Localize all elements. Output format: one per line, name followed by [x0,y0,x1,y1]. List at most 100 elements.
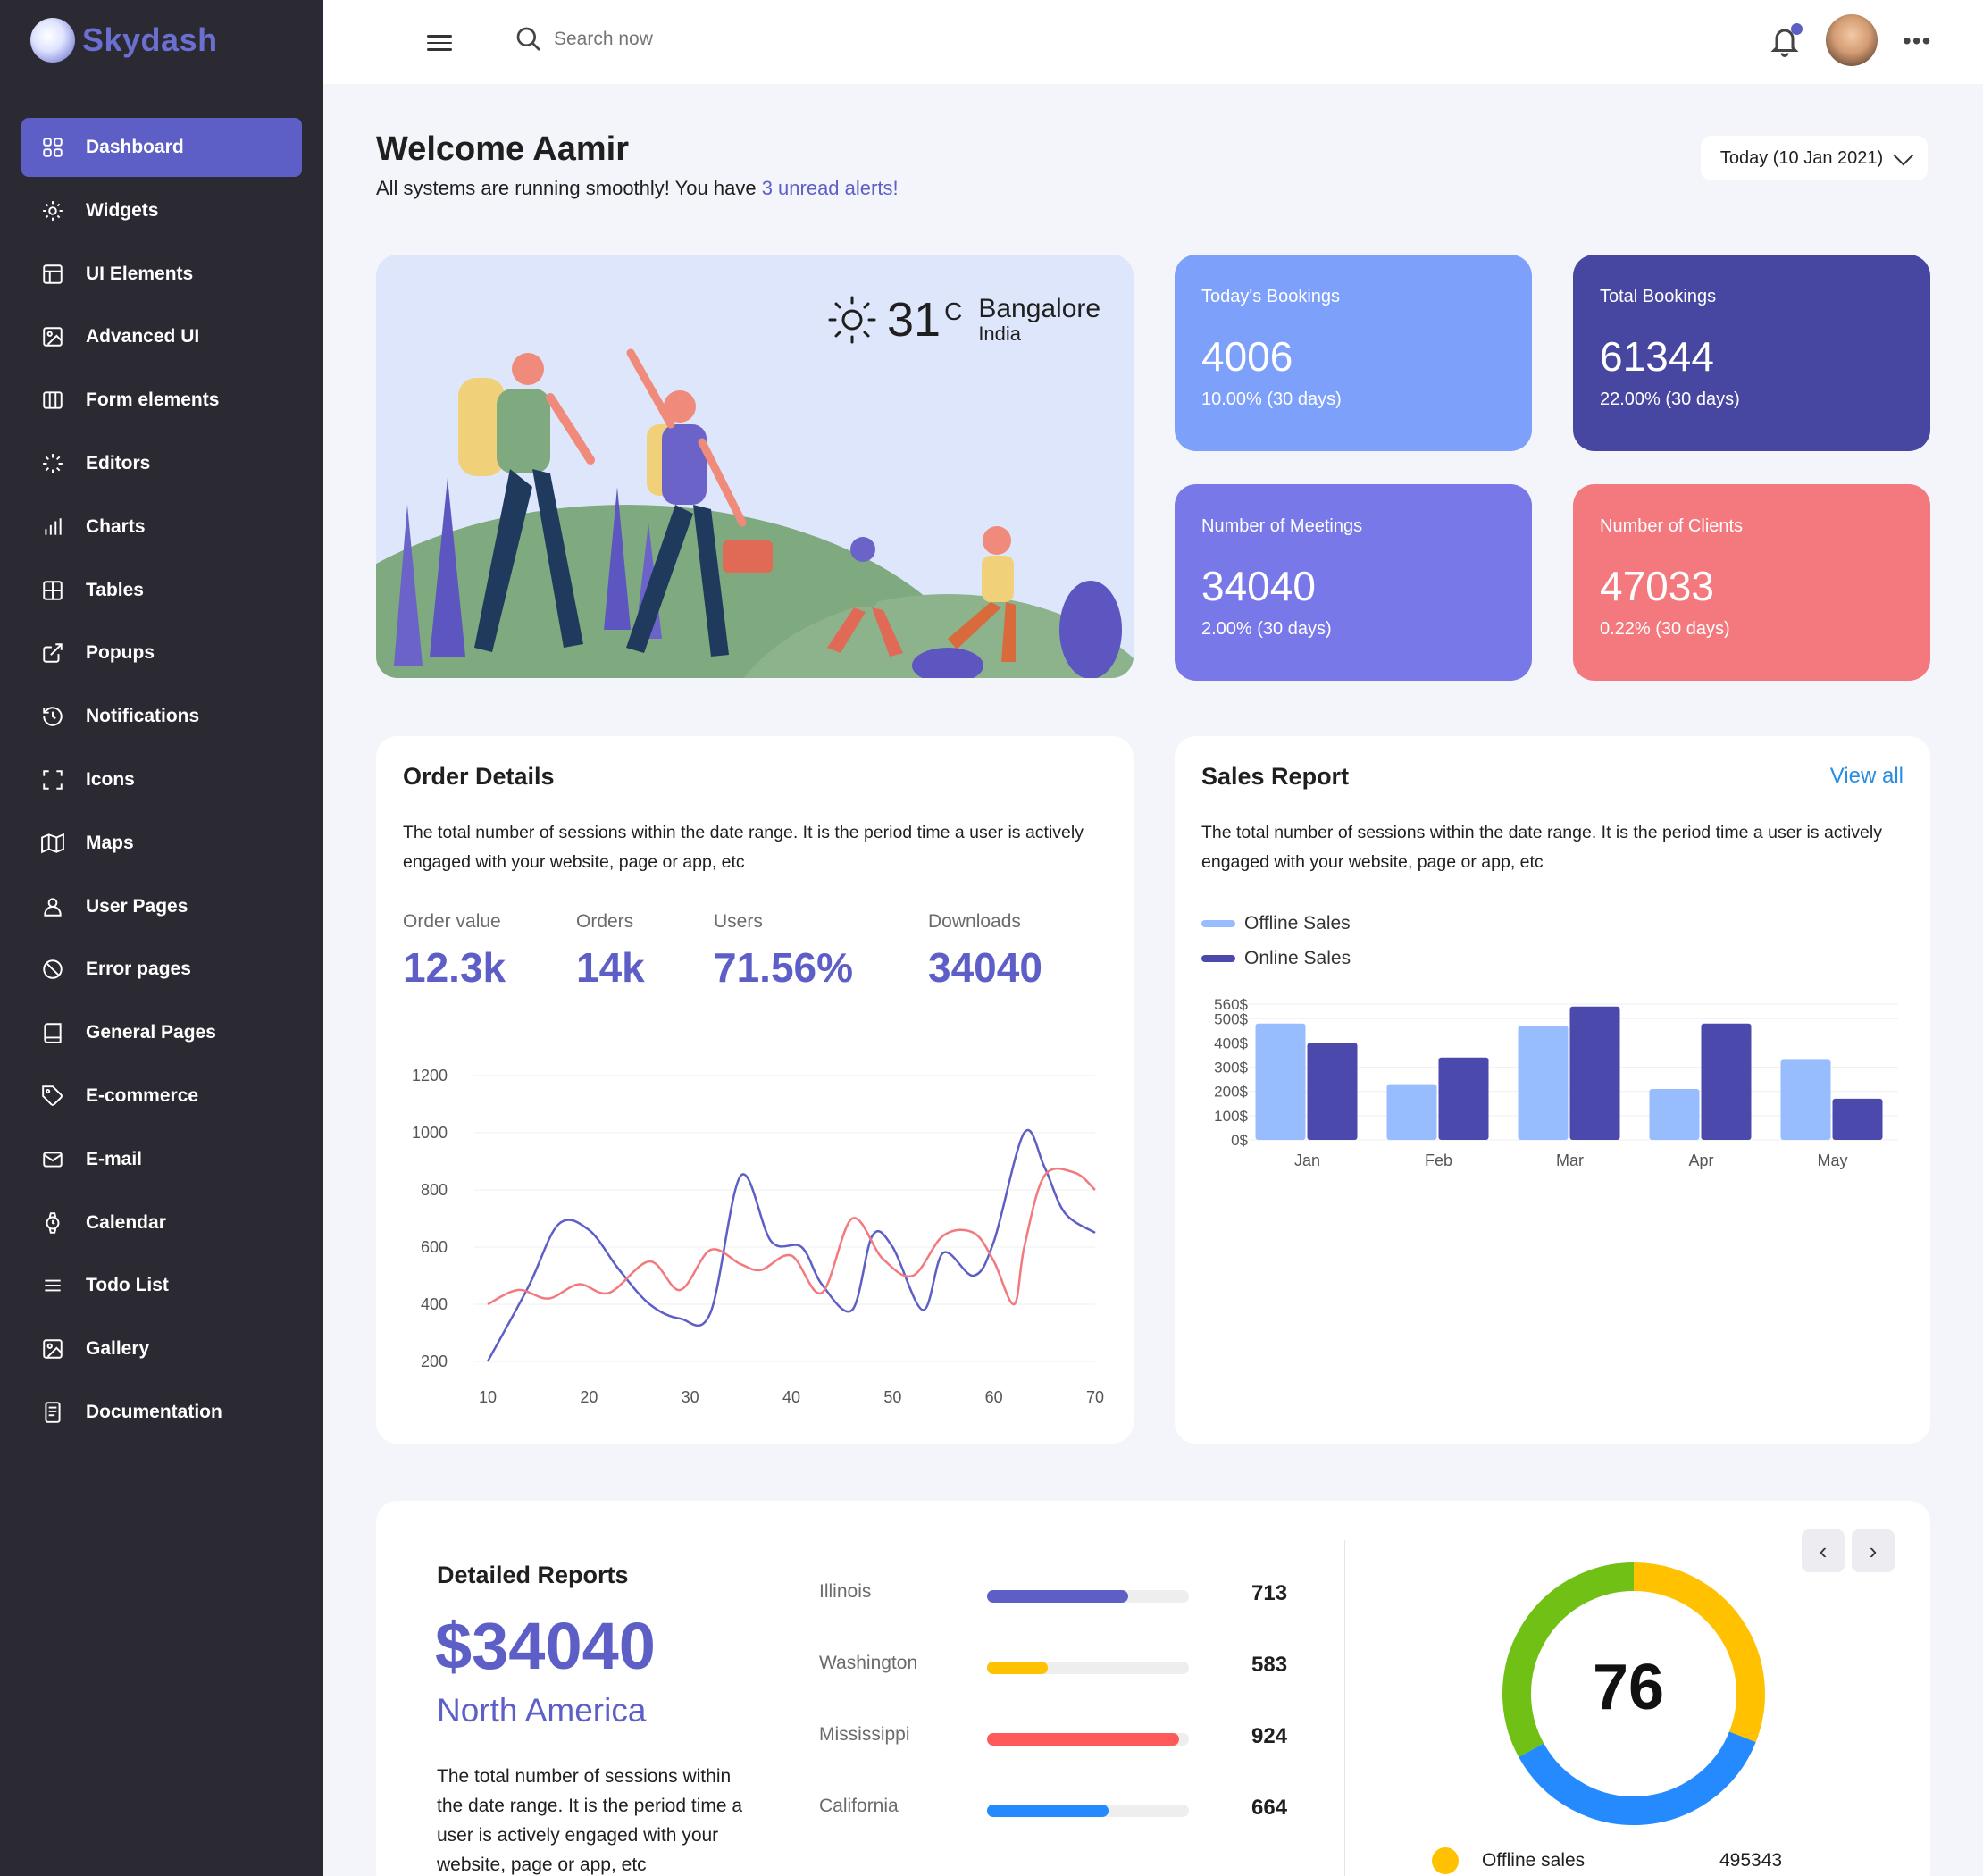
sidebar-item-editors[interactable]: Editors [21,434,302,493]
child-boy [948,526,1016,662]
sidebar-item-documentation[interactable]: Documentation [21,1383,302,1442]
list-icon [41,1274,64,1297]
pie-legend-offline-sales: Offline sales 495343 [1432,1847,1782,1874]
order-details-card: Order Details The total number of sessio… [376,736,1134,1444]
sidebar-item-tables[interactable]: Tables [21,561,302,620]
y-tick-label: 400$ [1214,1034,1248,1051]
stat-card-clients[interactable]: Number of Clients 47033 0.22% (30 days) [1573,484,1930,681]
bar-may-offline-sales [1780,1059,1831,1140]
notification-bell-icon[interactable] [1769,23,1804,61]
avatar[interactable] [1826,14,1878,66]
x-tick-label: 70 [1086,1388,1104,1406]
sidebar-item-icons[interactable]: Icons [21,750,302,809]
state-name: California [819,1796,899,1816]
unread-alerts-link[interactable]: 3 unread alerts! [761,177,899,199]
x-tick-label: 20 [580,1388,598,1406]
logo-icon [30,18,75,63]
y-tick-label: 0$ [1231,1132,1248,1149]
welcome-subtitle: All systems are running smoothly! You ha… [376,177,899,200]
block-icon [41,958,64,981]
y-tick-label: 560$ [1214,996,1248,1013]
stat-value: 61344 [1600,333,1714,380]
order-line-chart: 200 400 600 800 1000 1200 10 20 30 40 50 60 70 [412,1067,1104,1406]
sidebar-item-e-commerce[interactable]: E-commerce [21,1067,302,1126]
prev-arrow-icon[interactable]: ‹ [1802,1529,1845,1572]
stat-card-todays-bookings[interactable]: Today's Bookings 4006 10.00% (30 days) [1175,255,1532,451]
sidebar-item-user-pages[interactable]: User Pages [21,877,302,936]
sidebar-item-advanced-ui[interactable]: Advanced UI [21,307,302,366]
sidebar-item-widgets[interactable]: Widgets [21,181,302,240]
location: Bangalore India [978,296,1100,344]
y-tick-label: 800 [421,1181,448,1199]
sidebar-item-label: Error pages [86,959,191,980]
tag-icon [41,1085,64,1108]
sidebar-item-e-mail[interactable]: E-mail [21,1130,302,1189]
line-series-1 [486,1128,1096,1362]
metric-value: 12.3k [403,944,506,991]
stat-card-total-bookings[interactable]: Total Bookings 61344 22.00% (30 days) [1573,255,1930,451]
sidebar-item-label: UI Elements [86,263,194,284]
welcome-subtitle-text: All systems are running smoothly! You ha… [376,177,762,199]
search-box[interactable] [515,25,822,54]
state-name: Illinois [819,1581,872,1602]
metric-value: 71.56% [714,944,854,991]
state-progress-track [987,1805,1189,1817]
hiking-illustration [376,348,1134,678]
sidebar-item-label: Icons [86,768,135,790]
sidebar-item-label: Advanced UI [86,326,200,348]
sidebar-item-form-elements[interactable]: Form elements [21,371,302,430]
sidebar-item-dashboard[interactable]: Dashboard [21,118,302,177]
search-input[interactable] [554,29,822,50]
sidebar-item-notifications[interactable]: Notifications [21,687,302,746]
menu-toggle-icon[interactable] [427,30,452,55]
state-value: 713 [1251,1581,1288,1605]
state-value: 664 [1251,1796,1288,1820]
sidebar-item-error-pages[interactable]: Error pages [21,940,302,999]
legend-swatch [1201,920,1235,927]
report-amount: $34040 [435,1609,656,1683]
sidebar-item-general-pages[interactable]: General Pages [21,1003,302,1062]
state-name: Mississippi [819,1724,910,1745]
loader-icon [41,452,64,475]
external-link-icon [41,641,64,665]
gear-icon [41,199,64,222]
detailed-reports-card: Detailed Reports $34040 North America Th… [376,1501,1930,1876]
line-series-2 [487,1167,1096,1306]
state-row: California 664 [819,1796,1319,1822]
y-tick-label: 200 [421,1353,448,1370]
date-range-dropdown[interactable]: Today (10 Jan 2021) [1701,136,1928,180]
stat-label: Today's Bookings [1201,287,1341,306]
layout-icon [41,263,64,286]
y-tick-label: 500$ [1214,1010,1248,1027]
sidebar-item-charts[interactable]: Charts [21,498,302,557]
state-value: 924 [1251,1724,1288,1748]
crosshair-icon [41,768,64,791]
x-tick-label: 10 [479,1388,497,1406]
next-arrow-icon[interactable]: › [1852,1529,1895,1572]
state-name: Washington [819,1653,918,1673]
sidebar-item-label: Documentation [86,1401,222,1422]
sidebar-item-todo-list[interactable]: Todo List [21,1256,302,1315]
bar-apr-online-sales [1701,1023,1752,1140]
legend-label: Online Sales [1244,948,1351,968]
sidebar-item-calendar[interactable]: Calendar [21,1193,302,1252]
temperature: 31 [887,293,941,347]
sidebar-item-label: Dashboard [86,137,184,157]
sidebar-item-gallery[interactable]: Gallery [21,1319,302,1378]
legend-swatch [1201,955,1235,962]
sidebar-item-ui-elements[interactable]: UI Elements [21,245,302,304]
sidebar-item-label: Tables [86,579,144,600]
sidebar-item-popups[interactable]: Popups [21,624,302,683]
sidebar-item-maps[interactable]: Maps [21,814,302,873]
app-logo[interactable]: Skydash [30,16,218,64]
document-icon [41,1401,64,1424]
state-progress-fill [987,1590,1129,1603]
state-progress-track [987,1733,1189,1746]
view-all-link[interactable]: View all [1829,764,1904,788]
stat-card-meetings[interactable]: Number of Meetings 34040 2.00% (30 days) [1175,484,1532,681]
sidebar-item-label: E-mail [86,1148,143,1169]
mail-icon [41,1148,64,1171]
bar-apr-offline-sales [1649,1089,1700,1140]
bar-chart-icon [41,515,64,539]
more-options-icon[interactable]: ••• [1903,27,1932,54]
